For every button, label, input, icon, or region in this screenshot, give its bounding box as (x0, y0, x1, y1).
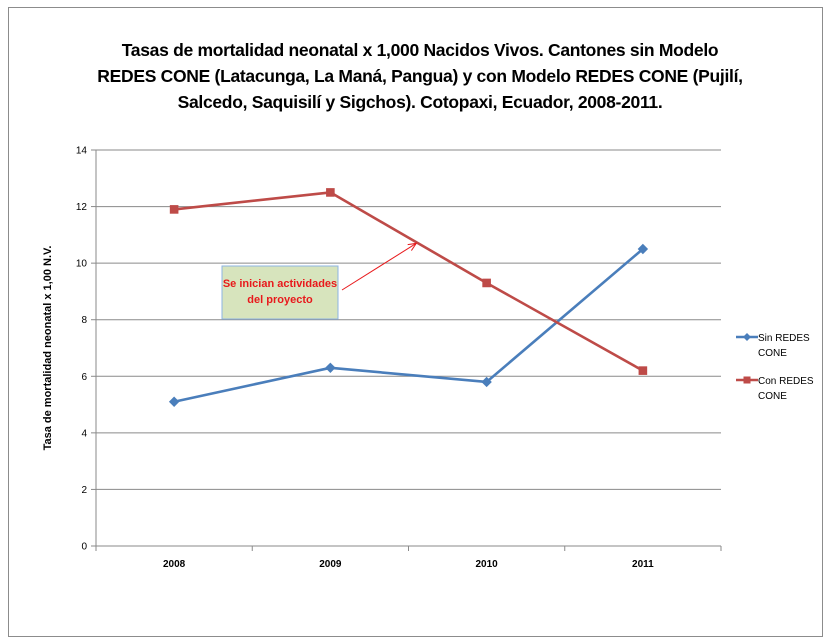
x-tick-label: 2008 (163, 559, 186, 570)
y-tick-label: 2 (81, 485, 87, 496)
legend-marker (743, 376, 751, 384)
legend-label: Sin REDES (758, 333, 810, 344)
legend-marker (743, 333, 751, 341)
x-tick-label: 2011 (632, 559, 654, 570)
y-tick-label: 0 (81, 542, 87, 553)
y-axis-label: Tasa de mortalidad neonatal x 1,00 N.V. (42, 246, 54, 451)
data-point (326, 188, 335, 197)
data-point (482, 278, 491, 288)
y-tick-label: 6 (81, 372, 87, 383)
data-point (168, 396, 180, 407)
chart-title-line-3: Salcedo, Saquisilí y Sigchos). Cotopaxi,… (177, 92, 663, 112)
data-point (637, 243, 649, 255)
series-line (173, 248, 644, 404)
annotation-arrow (341, 242, 417, 291)
y-tick-label: 4 (81, 428, 87, 439)
legend-item-2: Con REDES CONE (736, 376, 814, 402)
chart-title: Tasas de mortalidad neonatal x 1,000 Nac… (70, 37, 770, 115)
y-tick-label: 8 (81, 315, 87, 326)
data-point (481, 376, 492, 388)
data-point (169, 205, 179, 214)
data-point (638, 366, 648, 375)
chart-title-line-2: REDES CONE (Latacunga, La Maná, Pangua) … (97, 66, 743, 86)
y-tick-label: 10 (76, 259, 88, 270)
chart-title-line-1: Tasas de mortalidad neonatal x 1,000 Nac… (121, 40, 719, 60)
series-2 (169, 188, 648, 375)
annotation-arrowhead (407, 242, 418, 251)
annotation-text: del proyecto (247, 294, 313, 306)
annotation-text: Se inician actividades (223, 278, 337, 290)
x-tick-label: 2009 (319, 559, 342, 570)
data-point (325, 362, 336, 374)
legend-layer: Sin REDES CONE Con REDES CONE (736, 333, 814, 402)
legend-label: CONE (758, 391, 787, 402)
series-1 (168, 243, 649, 407)
legend-label: CONE (758, 348, 787, 359)
chart-frame (8, 7, 823, 637)
legend-label: Con REDES (758, 376, 814, 387)
annotation-layer: Se inician actividades del proyecto (221, 242, 418, 320)
axis-layer: 0 2 4 6 8 10 12 14 2008 2009 2010 2011 Tasa de morta… (42, 146, 722, 570)
series-line (173, 191, 644, 372)
y-tick-label: 12 (76, 202, 88, 213)
series-layer (168, 188, 649, 407)
grid-layer (96, 149, 721, 490)
y-tick-label: 14 (76, 146, 88, 157)
legend-item-1: Sin REDES CONE (736, 333, 810, 359)
annotation-box (221, 265, 339, 320)
x-tick-label: 2010 (476, 559, 499, 570)
